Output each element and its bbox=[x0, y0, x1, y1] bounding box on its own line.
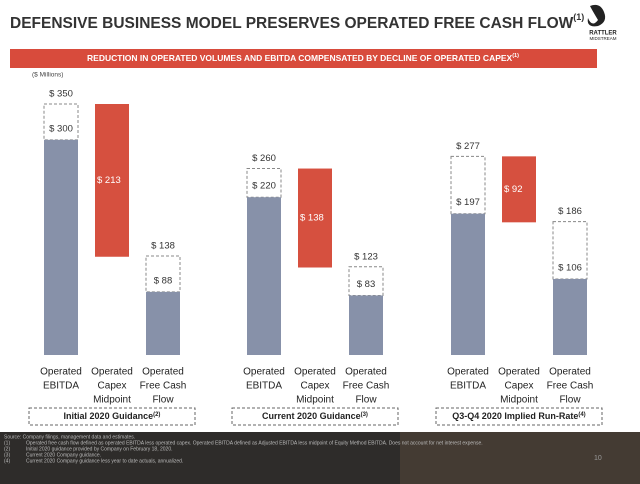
category-label: Free Cash bbox=[343, 381, 390, 392]
range-box bbox=[348, 266, 384, 296]
title-note: (1) bbox=[573, 12, 584, 22]
category-label: Operated bbox=[549, 367, 591, 378]
title-text: DEFENSIVE BUSINESS MODEL PRESERVES OPERA… bbox=[10, 15, 574, 32]
value-label: $ 138 bbox=[300, 213, 324, 224]
footnote-text: Current 2020 Company guidance. bbox=[26, 452, 101, 458]
category-label: Operated bbox=[243, 367, 285, 378]
footnote-marker: (1) bbox=[4, 440, 10, 446]
total-label: $ 350 bbox=[49, 89, 73, 100]
category-label: EBITDA bbox=[450, 381, 486, 392]
total-label: $ 277 bbox=[456, 141, 480, 152]
category-label: Midpoint bbox=[296, 395, 334, 406]
banner bbox=[10, 49, 597, 68]
category-label: Flow bbox=[355, 395, 377, 406]
category-label: EBITDA bbox=[246, 381, 282, 392]
footnotes: (1) Operated free cash flow defined as op… bbox=[4, 440, 483, 464]
subtitle-note: (1) bbox=[512, 53, 519, 59]
total-label: $ 123 bbox=[354, 251, 378, 262]
group-box bbox=[231, 407, 399, 426]
source: Source: Company filings, management data… bbox=[4, 434, 135, 440]
bar bbox=[349, 295, 383, 355]
plot: $ 300 $ 350 Operated EBITDA $ 213 Operated Cap… bbox=[28, 89, 603, 426]
group-note: (2) bbox=[153, 412, 160, 418]
value-label: $ 197 bbox=[456, 197, 480, 208]
total-label: $ 138 bbox=[151, 241, 175, 252]
group-note: (3) bbox=[361, 412, 368, 418]
group-box bbox=[435, 407, 603, 426]
bar bbox=[146, 291, 180, 355]
category-label: Operated bbox=[498, 367, 540, 378]
group-note: (4) bbox=[578, 412, 585, 418]
bar bbox=[451, 213, 485, 355]
group-label: Q3-Q4 2020 Implied Run-Rate(4) bbox=[452, 411, 585, 421]
slide-title: DEFENSIVE BUSINESS MODEL PRESERVES OPERA… bbox=[10, 12, 584, 32]
value-label: $ 88 bbox=[154, 275, 173, 286]
group-box bbox=[28, 407, 196, 426]
logo-text: MIDSTREAM bbox=[590, 36, 617, 41]
category-label: Free Cash bbox=[140, 381, 187, 392]
category-label: Operated bbox=[142, 367, 184, 378]
group-label: Current 2020 Guidance(3) bbox=[262, 411, 368, 421]
value-label: $ 213 bbox=[97, 175, 121, 186]
category-label: Free Cash bbox=[547, 381, 594, 392]
category-label: Operated bbox=[40, 367, 82, 378]
category-label: Operated bbox=[91, 367, 133, 378]
value-label: $ 106 bbox=[558, 262, 582, 273]
capex-bar bbox=[298, 168, 332, 268]
bar bbox=[247, 197, 281, 355]
value-label: $ 220 bbox=[252, 181, 276, 192]
footer-image bbox=[400, 432, 640, 484]
logo-text: RATTLER bbox=[589, 31, 617, 37]
category-label: Capex bbox=[301, 381, 330, 392]
bar bbox=[44, 139, 78, 355]
group-name: Q3-Q4 2020 Implied Run-Rate bbox=[452, 411, 578, 421]
group-name: Initial 2020 Guidance bbox=[64, 411, 154, 421]
range-box bbox=[246, 168, 282, 198]
category-label: EBITDA bbox=[43, 381, 79, 392]
category-label: Capex bbox=[98, 381, 127, 392]
footnote-marker: (2) bbox=[4, 446, 10, 452]
category-label: Flow bbox=[559, 395, 581, 406]
range-box bbox=[552, 221, 588, 280]
logo: RATTLER MIDSTREAM bbox=[587, 4, 617, 41]
group-name: Current 2020 Guidance bbox=[262, 411, 361, 421]
category-label: Midpoint bbox=[93, 395, 131, 406]
footnote-text: Operated free cash flow defined as opera… bbox=[26, 440, 483, 446]
footnote-marker: (3) bbox=[4, 452, 10, 458]
bar bbox=[553, 278, 587, 355]
category-label: Capex bbox=[505, 381, 534, 392]
category-label: Flow bbox=[152, 395, 174, 406]
category-label: Operated bbox=[294, 367, 336, 378]
range-box bbox=[450, 155, 486, 215]
footnote-text: Current 2020 Company guidance less year … bbox=[26, 458, 183, 464]
total-label: $ 186 bbox=[558, 206, 582, 217]
capex-bar bbox=[502, 156, 536, 223]
category-label: Operated bbox=[345, 367, 387, 378]
total-label: $ 260 bbox=[252, 153, 276, 164]
value-label: $ 92 bbox=[504, 184, 523, 195]
category-label: Operated bbox=[447, 367, 489, 378]
subtitle-text: REDUCTION IN OPERATED VOLUMES AND EBITDA… bbox=[87, 53, 513, 63]
footnote-marker: (4) bbox=[4, 458, 10, 464]
page-number: 10 bbox=[594, 455, 602, 462]
value-label: $ 83 bbox=[357, 279, 376, 290]
value-label: $ 300 bbox=[49, 123, 73, 134]
banner-text: REDUCTION IN OPERATED VOLUMES AND EBITDA… bbox=[87, 53, 519, 63]
capex-bar bbox=[95, 104, 129, 257]
footnote-text: Initial 2020 guidance provided by Compan… bbox=[26, 446, 172, 452]
group-label: Initial 2020 Guidance(2) bbox=[64, 411, 161, 421]
category-label: Midpoint bbox=[500, 395, 538, 406]
unit-label: ($ Millions) bbox=[32, 72, 63, 79]
logo-icon bbox=[587, 4, 606, 27]
